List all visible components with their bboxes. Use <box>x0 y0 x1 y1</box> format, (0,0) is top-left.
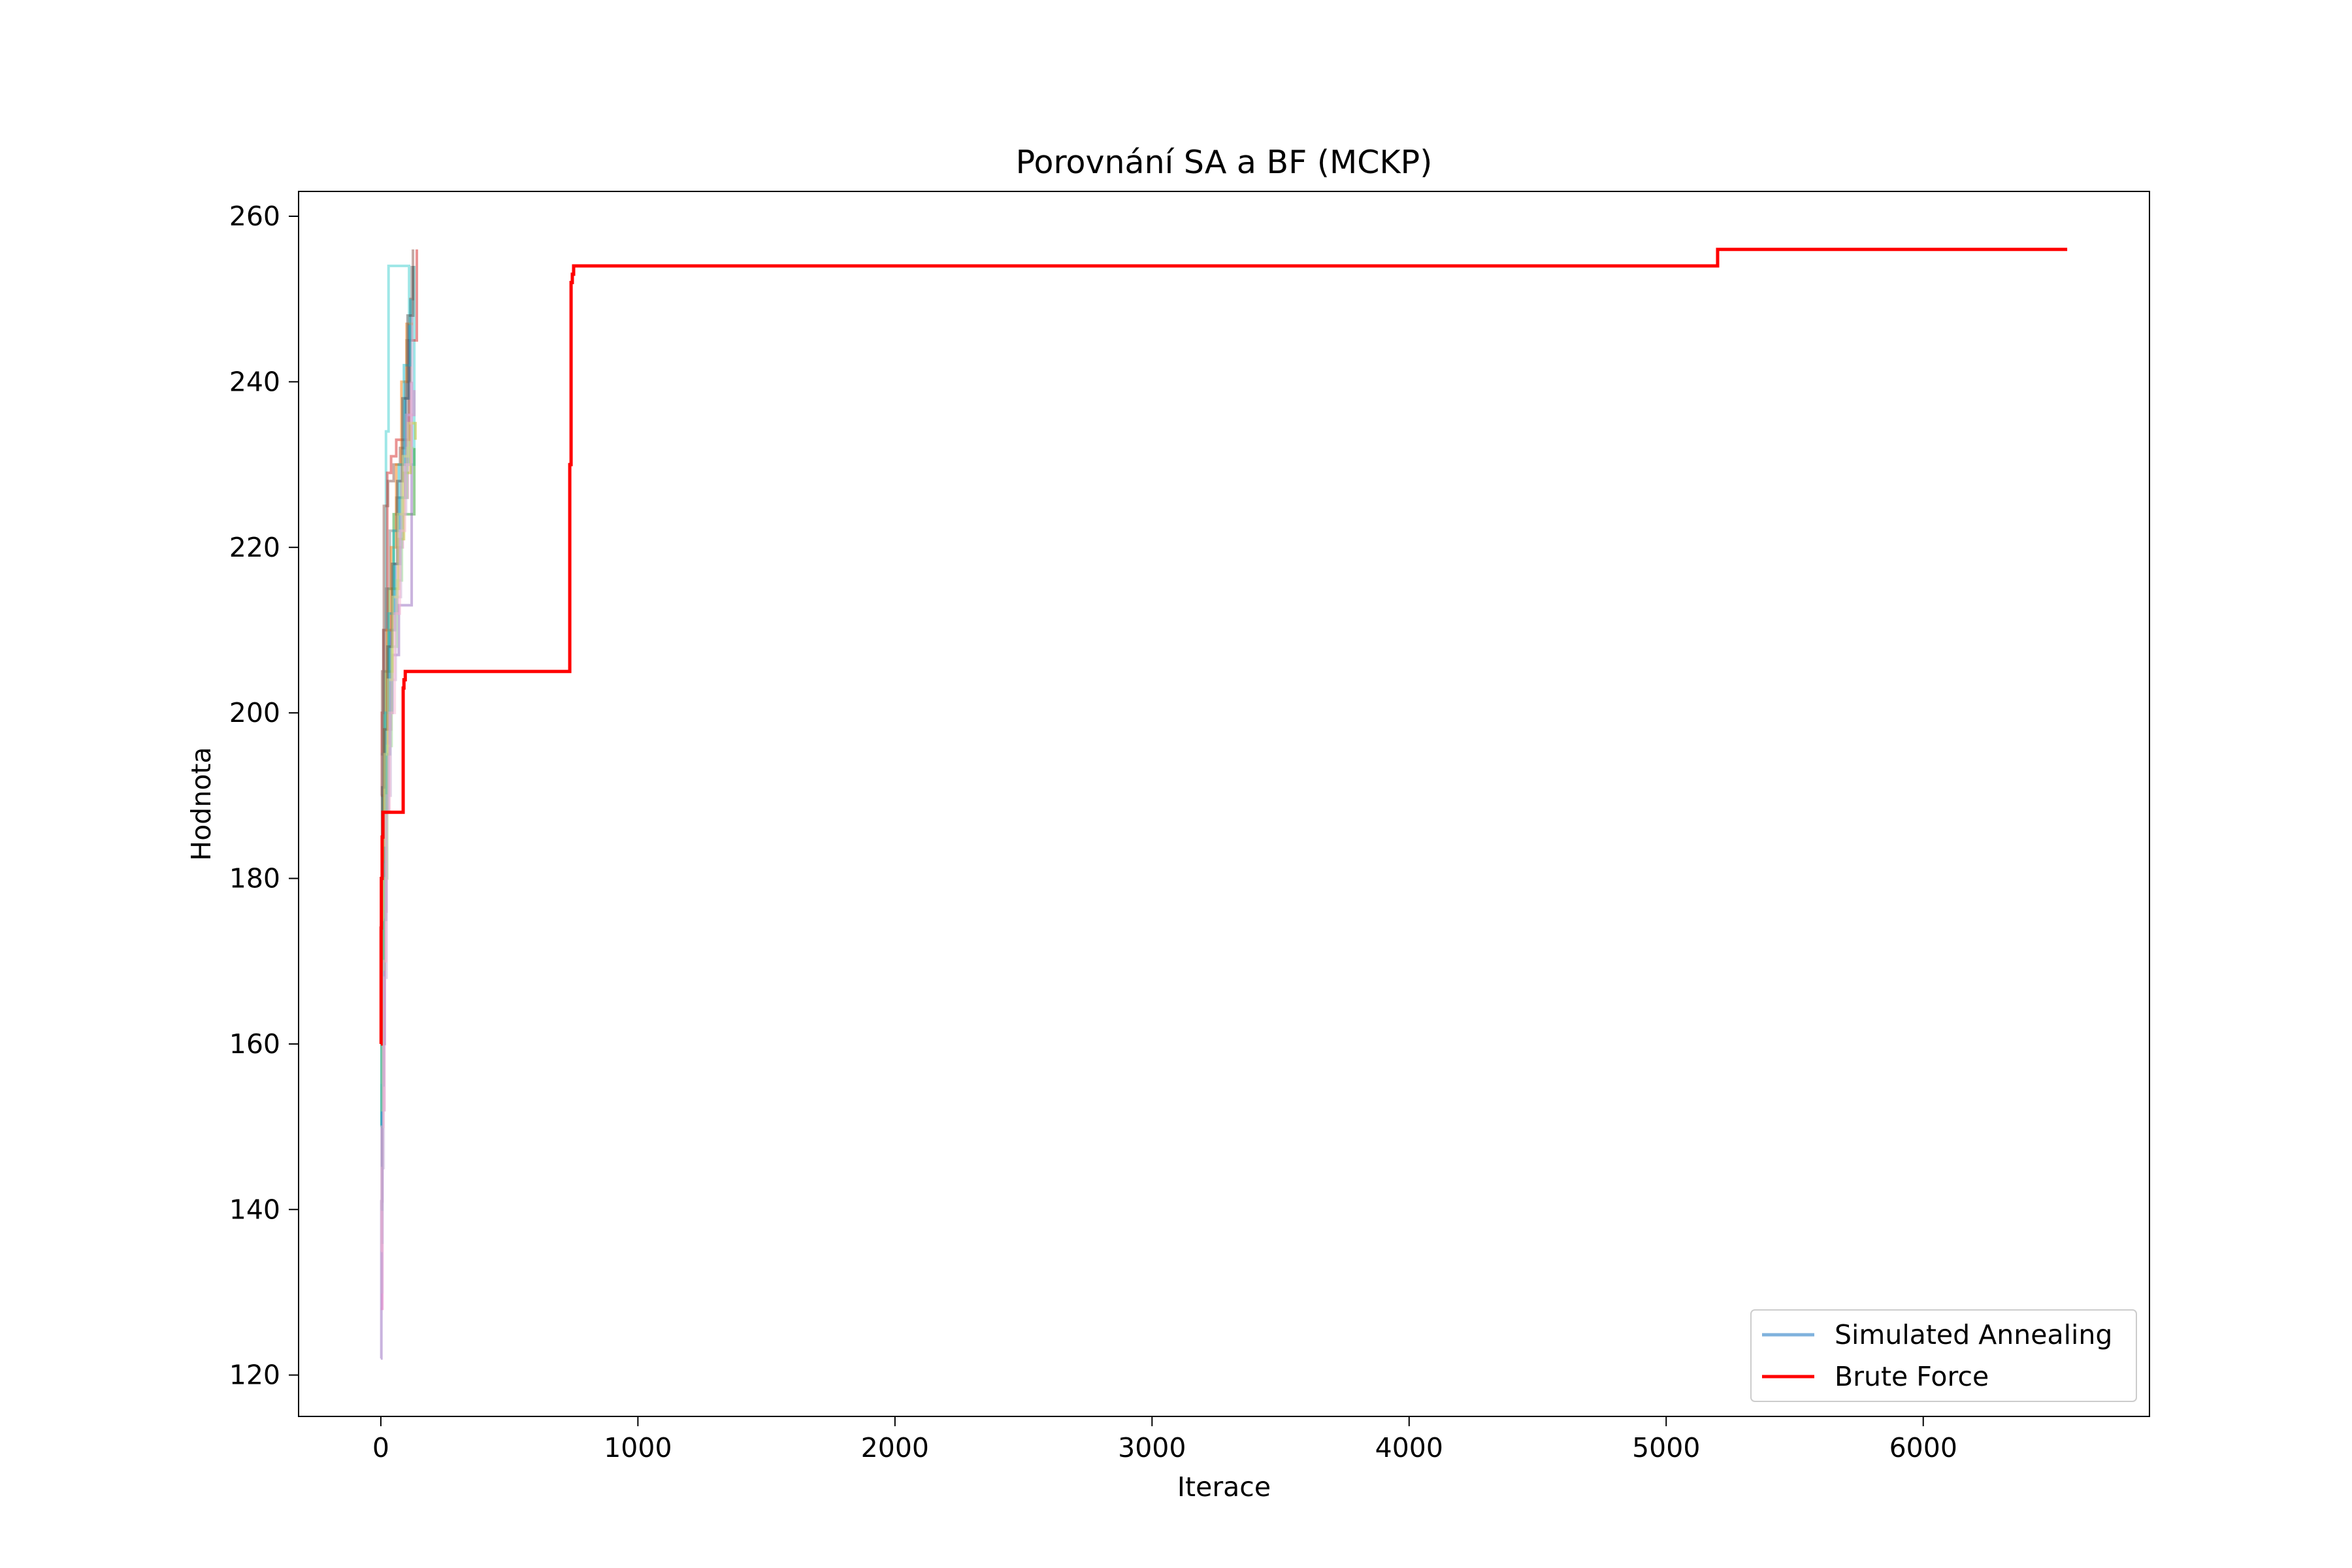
y-tick-label: 140 <box>229 1194 280 1225</box>
legend-label-brute-force: Brute Force <box>1835 1361 1989 1392</box>
y-tick-label: 200 <box>229 697 280 728</box>
y-tick-label: 180 <box>229 863 280 894</box>
x-tick-label: 0 <box>372 1432 389 1463</box>
y-tick-label: 260 <box>229 201 280 232</box>
legend-label-simulated-annealing: Simulated Annealing <box>1835 1319 2112 1350</box>
series-line-brute-force <box>379 248 2068 1046</box>
plot-frame <box>298 191 2150 1417</box>
x-axis-label: Iterace <box>1177 1471 1271 1503</box>
x-tick-label: 5000 <box>1632 1432 1700 1463</box>
x-tick-label: 2000 <box>861 1432 929 1463</box>
y-tick-label: 160 <box>229 1028 280 1060</box>
series-line-simulated-annealing-15 <box>380 382 413 1252</box>
y-axis-label: Hodnota <box>186 747 217 860</box>
y-tick-label: 120 <box>229 1360 280 1391</box>
legend-box <box>1750 1309 2137 1402</box>
x-tick-label: 4000 <box>1375 1432 1443 1463</box>
x-tick-label: 3000 <box>1118 1432 1186 1463</box>
x-axis-ticks: 0 1000 2000 3000 4000 5000 6000 <box>372 1416 1957 1463</box>
y-tick-label: 240 <box>229 366 280 397</box>
x-tick-label: 6000 <box>1889 1432 1957 1463</box>
legend: Simulated Annealing Brute Force <box>1750 1309 2137 1402</box>
series-layer <box>379 248 2068 1360</box>
chart-title: Porovnání SA a BF (MCKP) <box>1016 144 1433 181</box>
x-tick-label: 1000 <box>604 1432 672 1463</box>
y-axis-ticks: 120 140 160 180 200 220 240 260 <box>229 201 299 1391</box>
y-tick-label: 220 <box>229 532 280 563</box>
